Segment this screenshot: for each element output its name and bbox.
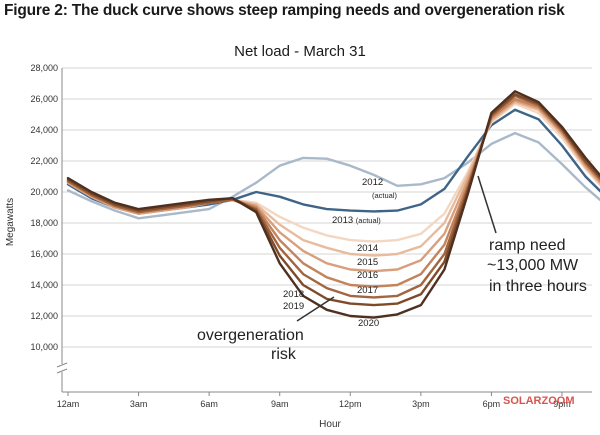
series-label-year: 2013: [332, 215, 356, 226]
series-line-2016: [66, 99, 600, 273]
series-label: 2014: [357, 243, 378, 254]
series-label: 2015: [357, 257, 378, 268]
series-label: 2018: [283, 289, 304, 300]
series-line-2019: [66, 93, 600, 307]
series-label: 2020: [358, 318, 379, 329]
series-label: 2017: [357, 285, 378, 296]
axes: [56, 68, 592, 393]
x-tick-label: 12pm: [339, 399, 362, 409]
y-axis-break: [56, 362, 68, 374]
series-line-2018: [66, 94, 600, 299]
watermark: SOLARZOOM: [503, 395, 575, 407]
x-tick-label: 3pm: [412, 399, 430, 409]
y-tick-label: 12,000: [30, 311, 58, 321]
x-axis-label: Hour: [319, 419, 341, 430]
series-label: 2012: [362, 177, 383, 188]
x-tick-label: 9pm: [553, 399, 571, 409]
x-tick-label: 6am: [200, 399, 218, 409]
x-tick-labels: 12am 3am 6am 9am 12pm 3pm 6pm 9pm: [57, 392, 571, 409]
ramp-annotation-line1: ramp need: [489, 237, 566, 254]
overgeneration-pointer: [296, 296, 335, 322]
y-tick-label: 10,000: [30, 342, 58, 352]
y-tick-label: 28,000: [30, 63, 58, 73]
y-tick-label: 14,000: [30, 280, 58, 290]
y-tick-label: 22,000: [30, 156, 58, 166]
overgeneration-annotation-line2: risk: [271, 346, 297, 363]
grid-lines: [62, 67, 592, 348]
axis-break-mark: [56, 362, 68, 368]
series-line-2020: [66, 90, 600, 319]
overgeneration-annotation-line1: overgeneration: [197, 327, 304, 344]
ramp-annotation-line2: ~13,000 MW: [487, 257, 579, 274]
series-line-2012-actual: [66, 131, 600, 220]
y-tick-label: 24,000: [30, 125, 58, 135]
annotations: ramp need ~13,000 MW in three hours over…: [197, 175, 587, 363]
x-tick-label: 3am: [130, 399, 148, 409]
y-tick-label: 16,000: [30, 249, 58, 259]
series-label-actual: (actual): [356, 216, 382, 225]
series-labels: 2012(actual)2013 (actual)201420152016201…: [283, 177, 398, 329]
series-label: (actual): [372, 191, 398, 200]
series-lines: [66, 90, 600, 319]
ramp-annotation-line3: in three hours: [489, 278, 587, 295]
y-tick-label: 26,000: [30, 94, 58, 104]
y-axis-label: Megawatts: [5, 198, 16, 246]
y-tick-label: 20,000: [30, 187, 58, 197]
x-tick-label: 9am: [271, 399, 289, 409]
y-tick-label: 18,000: [30, 218, 58, 228]
figure-title: Figure 2: The duck curve shows steep ram…: [4, 2, 565, 19]
axis-break-gap: [58, 364, 66, 372]
ramp-pointer: [477, 175, 497, 234]
axis-break-mark: [56, 368, 68, 374]
series-line-2015: [66, 100, 600, 257]
x-tick-label: 6pm: [483, 399, 501, 409]
y-tick-labels: 10,000 12,000 14,000 16,000 18,000 20,000 22,0…: [30, 63, 58, 352]
x-tick-label: 12am: [57, 399, 80, 409]
chart-title: Net load - March 31: [234, 43, 366, 60]
series-label: 2016: [357, 270, 378, 281]
series-label: 2013 (actual): [332, 215, 381, 226]
series-label: 2019: [283, 301, 304, 312]
